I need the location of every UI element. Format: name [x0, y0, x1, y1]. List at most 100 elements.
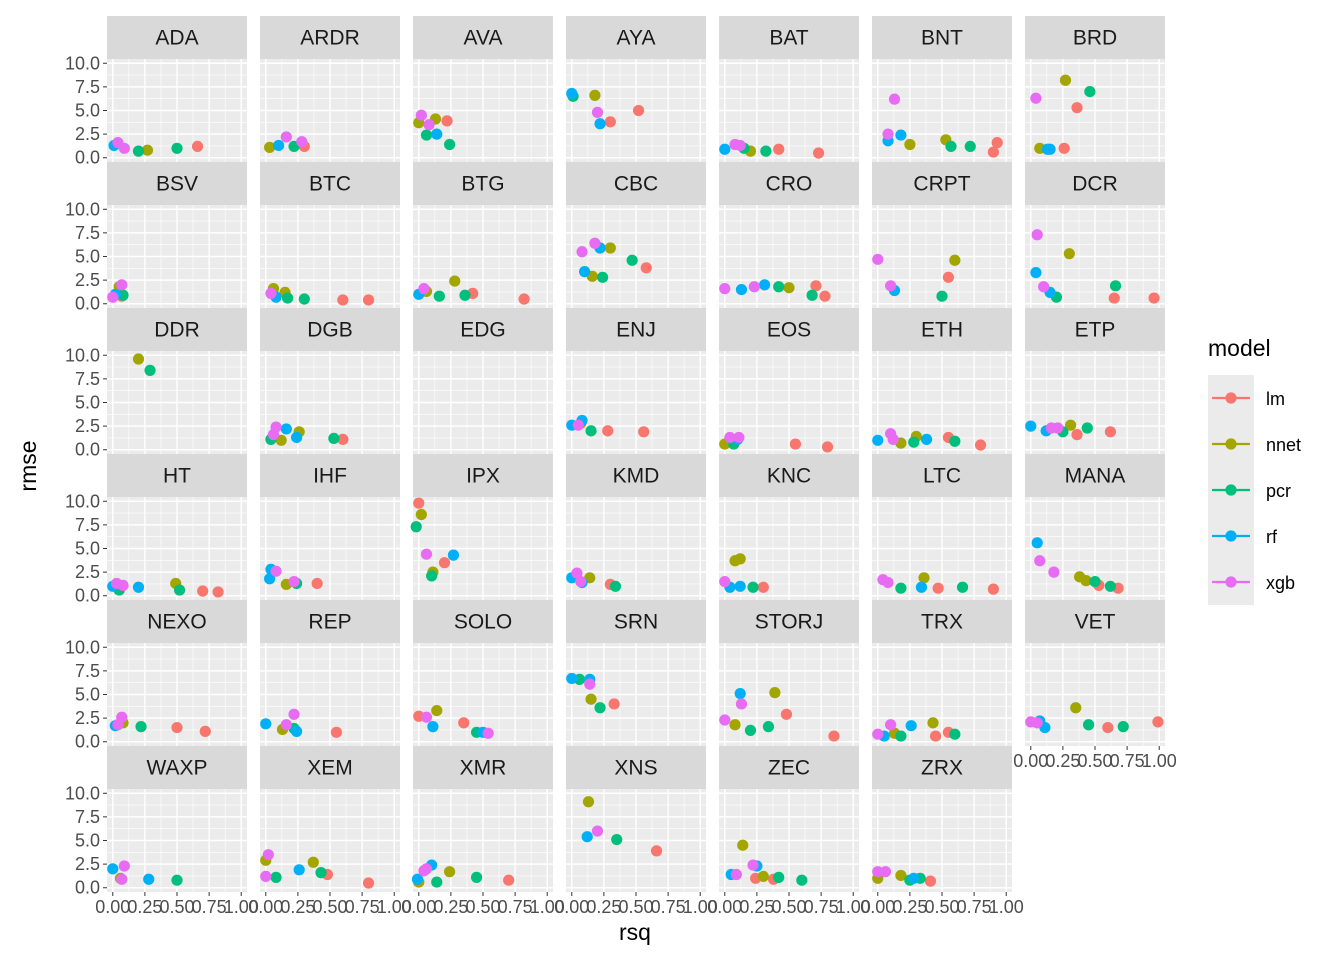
facet-strip: [566, 746, 706, 789]
legend-key-point: [1225, 438, 1237, 450]
facet-panel-zrx: ZRX: [872, 746, 1012, 892]
point-xgb: [733, 431, 745, 444]
point-rf: [734, 687, 746, 700]
point-rf: [447, 549, 460, 561]
facet-strip: [566, 162, 706, 205]
facet-panel-dcr: DCR: [1025, 162, 1165, 308]
point-xgb: [735, 698, 748, 710]
facet-strip-label: ADA: [155, 27, 198, 50]
point-xgb: [572, 419, 584, 431]
facet-panel-ardr: ARDR: [260, 16, 400, 162]
facet-strip-label: KMD: [613, 465, 660, 488]
x-tick-label: 0.00: [401, 897, 436, 917]
point-lm: [640, 262, 652, 274]
point-xgb: [1034, 555, 1046, 567]
legend-title: model: [1208, 335, 1271, 361]
facet-panel-trx: TRX: [872, 600, 1012, 746]
y-tick-label: 10.0: [65, 491, 100, 511]
point-xgb: [116, 873, 128, 885]
facet-strip-label: BRD: [1073, 27, 1117, 50]
point-pcr: [1084, 86, 1096, 98]
y-tick-label: 0.0: [75, 440, 100, 460]
point-rf: [895, 129, 907, 141]
point-pcr: [1104, 580, 1117, 592]
x-tick-label: 0.00: [860, 897, 895, 917]
x-tick-label: 0.25: [1045, 751, 1080, 771]
point-lm: [1152, 716, 1164, 728]
point-lm: [1071, 429, 1083, 441]
point-pcr: [431, 876, 443, 888]
legend-key-point: [1225, 530, 1237, 542]
point-pcr: [895, 582, 907, 594]
point-nnet: [783, 282, 795, 294]
legend-items: lm nnet pcr rf xgb: [1208, 375, 1301, 605]
point-xgb: [288, 575, 300, 588]
x-tick-label: 0.25: [280, 897, 315, 917]
point-xgb: [730, 868, 742, 881]
point-pcr: [611, 833, 623, 846]
point-nnet: [757, 870, 769, 883]
facet-strip-label: BSV: [156, 173, 198, 196]
facet-strip: [872, 600, 1012, 643]
x-tick-label: 0.00: [248, 897, 283, 917]
point-xgb: [747, 859, 759, 871]
point-lm: [212, 586, 224, 598]
facet-strip: [1025, 600, 1165, 643]
point-lm: [991, 137, 1003, 149]
point-xgb: [112, 719, 124, 731]
point-xgb: [107, 291, 119, 303]
point-pcr: [945, 140, 957, 153]
point-xgb: [260, 870, 272, 883]
point-pcr: [459, 289, 471, 301]
point-lm: [1108, 292, 1120, 304]
legend: model lm nnet pcr rf xgb: [1208, 335, 1301, 605]
point-lm: [171, 721, 183, 734]
point-xgb: [589, 237, 601, 249]
facet-strip-label: BTC: [309, 173, 351, 196]
facet-strip-label: CRPT: [913, 173, 970, 196]
point-pcr: [1081, 422, 1093, 434]
y-tick-label: 2.5: [75, 708, 100, 728]
facet-panel-ipx: IPX: [410, 454, 553, 600]
y-tick-label: 0.0: [75, 148, 100, 168]
x-tick-label: 0.75: [651, 897, 686, 917]
y-tick-label: 0.0: [75, 878, 100, 898]
x-tick-label: 0.00: [554, 897, 589, 917]
x-tick-label: 0.75: [1110, 751, 1145, 771]
point-pcr: [609, 580, 622, 592]
point-lm: [602, 425, 614, 437]
point-lm: [773, 143, 785, 155]
point-nnet: [449, 275, 461, 287]
x-tick-label: 0.75: [804, 897, 839, 917]
point-xgb: [887, 433, 899, 445]
x-tick-label: 1.00: [836, 897, 871, 917]
point-lm: [1071, 102, 1083, 114]
axes: 0.0 2.5 5.0 7.5 10.0 0.0 2.5 5.0 7.5 10.0 0.0 2.5 5.…: [65, 53, 1177, 917]
point-xgb: [584, 678, 596, 690]
x-tick-label: 0.25: [127, 897, 162, 917]
point-lm: [604, 116, 616, 128]
point-pcr: [964, 140, 976, 153]
y-tick-label: 2.5: [75, 416, 100, 436]
point-rf: [719, 143, 731, 155]
facet-panel-storj: STORJ: [719, 600, 859, 746]
y-tick-label: 10.0: [65, 783, 100, 803]
point-pcr: [282, 292, 294, 304]
facet-strip: [719, 16, 859, 59]
point-xgb: [882, 128, 894, 140]
facet-panel-ava: AVA: [413, 16, 553, 162]
point-nnet: [729, 719, 741, 731]
facet-strip: [872, 162, 1012, 205]
point-pcr: [773, 871, 785, 883]
legend-label: xgb: [1266, 573, 1295, 593]
facet-strip-label: DGB: [307, 319, 353, 342]
point-lm: [1102, 721, 1114, 734]
point-pcr: [895, 730, 907, 742]
facet-strip-label: AVA: [464, 27, 503, 50]
y-tick-label: 10.0: [65, 637, 100, 657]
point-pcr: [585, 425, 597, 437]
facet-strip: [719, 746, 859, 789]
point-lm: [1058, 142, 1070, 154]
y-tick-label: 2.5: [75, 854, 100, 874]
facet-strip-label: KNC: [767, 465, 811, 488]
